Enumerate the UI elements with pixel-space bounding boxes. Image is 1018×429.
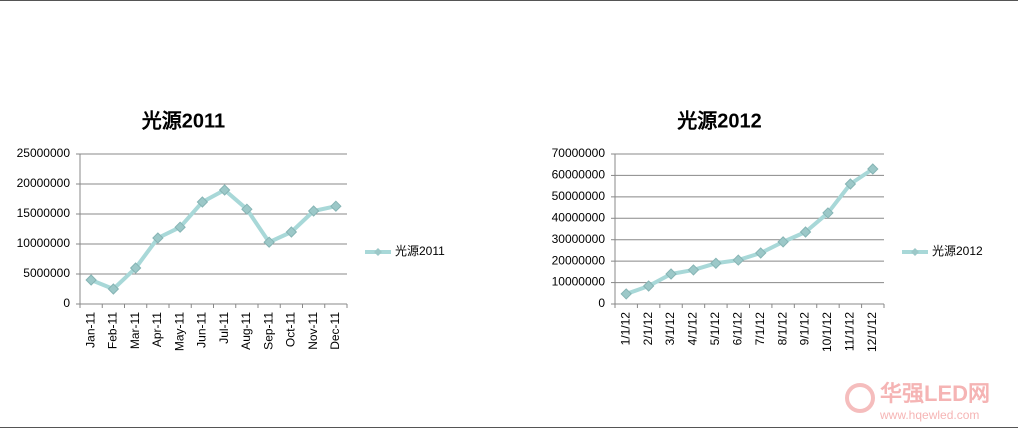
x-tick-label: 3/1/12 bbox=[663, 312, 677, 346]
watermark-logo bbox=[845, 383, 875, 413]
y-tick-label: 70000000 bbox=[552, 146, 606, 160]
point-marker bbox=[687, 264, 700, 276]
y-tick-label: 20000000 bbox=[552, 253, 606, 267]
x-tick-label: Dec-11 bbox=[328, 312, 342, 350]
x-tick-label: Sep-11 bbox=[261, 312, 275, 350]
point-marker bbox=[285, 226, 298, 238]
point-marker bbox=[799, 226, 812, 238]
x-tick-label: 11/1/12 bbox=[843, 312, 857, 351]
x-tick-label: Oct-11 bbox=[284, 312, 298, 347]
x-tick-label: 9/1/12 bbox=[798, 312, 812, 346]
point-marker bbox=[85, 274, 97, 286]
y-tick-label: 60000000 bbox=[552, 168, 606, 182]
point-marker bbox=[620, 288, 632, 300]
point-marker bbox=[218, 184, 231, 196]
y-tick-label: 15000000 bbox=[17, 206, 71, 220]
legend-label: 光源2011 bbox=[395, 244, 445, 258]
watermark-brand: 华强LED网 bbox=[880, 381, 990, 406]
x-tick-label: Nov-11 bbox=[306, 312, 320, 350]
point-marker bbox=[307, 205, 320, 217]
y-tick-label: 0 bbox=[63, 296, 70, 310]
point-marker bbox=[755, 247, 767, 259]
legend-marker bbox=[374, 248, 382, 256]
x-tick-label: 12/1/12 bbox=[865, 312, 879, 352]
legend-label: 光源2012 bbox=[932, 244, 983, 258]
x-tick-label: Jan-11 bbox=[83, 312, 97, 348]
point-marker bbox=[844, 178, 857, 190]
chart-title: 光源2011 bbox=[141, 109, 225, 132]
point-marker bbox=[867, 163, 879, 175]
x-tick-label: Jul-11 bbox=[217, 312, 231, 344]
point-marker bbox=[241, 203, 253, 215]
x-tick-label: Apr-11 bbox=[150, 312, 164, 347]
x-tick-label: 6/1/12 bbox=[730, 312, 744, 346]
point-marker bbox=[822, 207, 834, 219]
x-tick-label: 2/1/12 bbox=[641, 312, 655, 346]
point-marker bbox=[129, 262, 142, 274]
point-marker bbox=[107, 283, 120, 295]
x-tick-label: 8/1/12 bbox=[775, 312, 789, 346]
y-tick-label: 30000000 bbox=[552, 232, 606, 246]
x-tick-label: May-11 bbox=[172, 312, 186, 351]
x-tick-label: 10/1/12 bbox=[820, 312, 834, 352]
point-marker bbox=[665, 268, 677, 280]
series-line bbox=[625, 167, 874, 296]
point-marker bbox=[732, 254, 744, 266]
x-tick-label: Aug-11 bbox=[239, 312, 253, 350]
x-tick-label: 7/1/12 bbox=[753, 312, 767, 346]
watermark: 华强LED网 www.hqewled.com bbox=[845, 381, 990, 422]
y-tick-label: 50000000 bbox=[552, 189, 606, 203]
chart: 光源2012 0 10000000 20000000 30000000 40000000 5… bbox=[552, 109, 983, 352]
x-tick-label: 5/1/12 bbox=[708, 312, 722, 346]
y-tick-label: 5000000 bbox=[23, 266, 70, 280]
series-line bbox=[90, 188, 337, 291]
x-tick-label: 4/1/12 bbox=[686, 312, 700, 346]
y-tick-label: 0 bbox=[598, 296, 605, 310]
x-tick-label: Jun-11 bbox=[195, 312, 209, 348]
point-marker bbox=[174, 221, 186, 233]
point-marker bbox=[642, 280, 655, 292]
point-marker bbox=[152, 232, 164, 244]
y-tick-label: 40000000 bbox=[552, 210, 606, 224]
chart: 光源2011 0 5000000 10000000 15000000 20000000 25… bbox=[17, 109, 446, 351]
x-tick-label: 1/1/12 bbox=[618, 312, 632, 346]
point-marker bbox=[196, 196, 209, 208]
y-tick-label: 20000000 bbox=[17, 176, 71, 190]
x-tick-label: Feb-11 bbox=[106, 312, 120, 349]
y-tick-label: 25000000 bbox=[17, 146, 71, 160]
point-marker bbox=[710, 257, 722, 269]
x-tick-label: Mar-11 bbox=[128, 312, 142, 349]
point-marker bbox=[330, 200, 342, 212]
y-tick-label: 10000000 bbox=[552, 275, 606, 289]
y-tick-label: 10000000 bbox=[17, 236, 71, 250]
watermark-url: www.hqewled.com bbox=[879, 408, 979, 422]
point-marker bbox=[777, 236, 789, 248]
chart-title: 光源2012 bbox=[676, 109, 762, 132]
point-marker bbox=[263, 236, 275, 248]
legend-marker bbox=[911, 248, 919, 256]
